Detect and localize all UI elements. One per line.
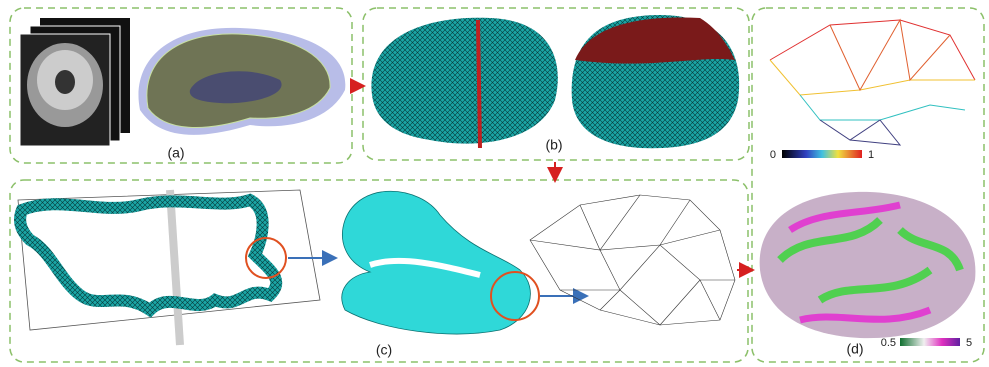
colorbar-min: 0.5 — [881, 337, 896, 349]
cut-line — [478, 20, 480, 148]
colorbar — [900, 338, 960, 346]
cut-surface — [575, 17, 735, 63]
colorbar-max: 1 — [868, 149, 874, 161]
figure: (a) (b) (c) 0 1 0.5 5 (d) — [0, 0, 989, 367]
colorbar-max: 5 — [966, 337, 972, 349]
panel-label: (a) — [167, 145, 184, 161]
cortex-ribbon — [20, 200, 276, 310]
mri-stack — [20, 18, 130, 146]
brain-mesh — [371, 18, 557, 144]
panel-label: (c) — [376, 342, 392, 358]
colorbar-min: 0 — [770, 149, 776, 161]
colored-graph — [770, 20, 975, 145]
graph — [530, 195, 735, 325]
colorbar — [782, 150, 862, 158]
panel-label: (d) — [846, 341, 863, 357]
panel-label: (b) — [545, 137, 562, 153]
